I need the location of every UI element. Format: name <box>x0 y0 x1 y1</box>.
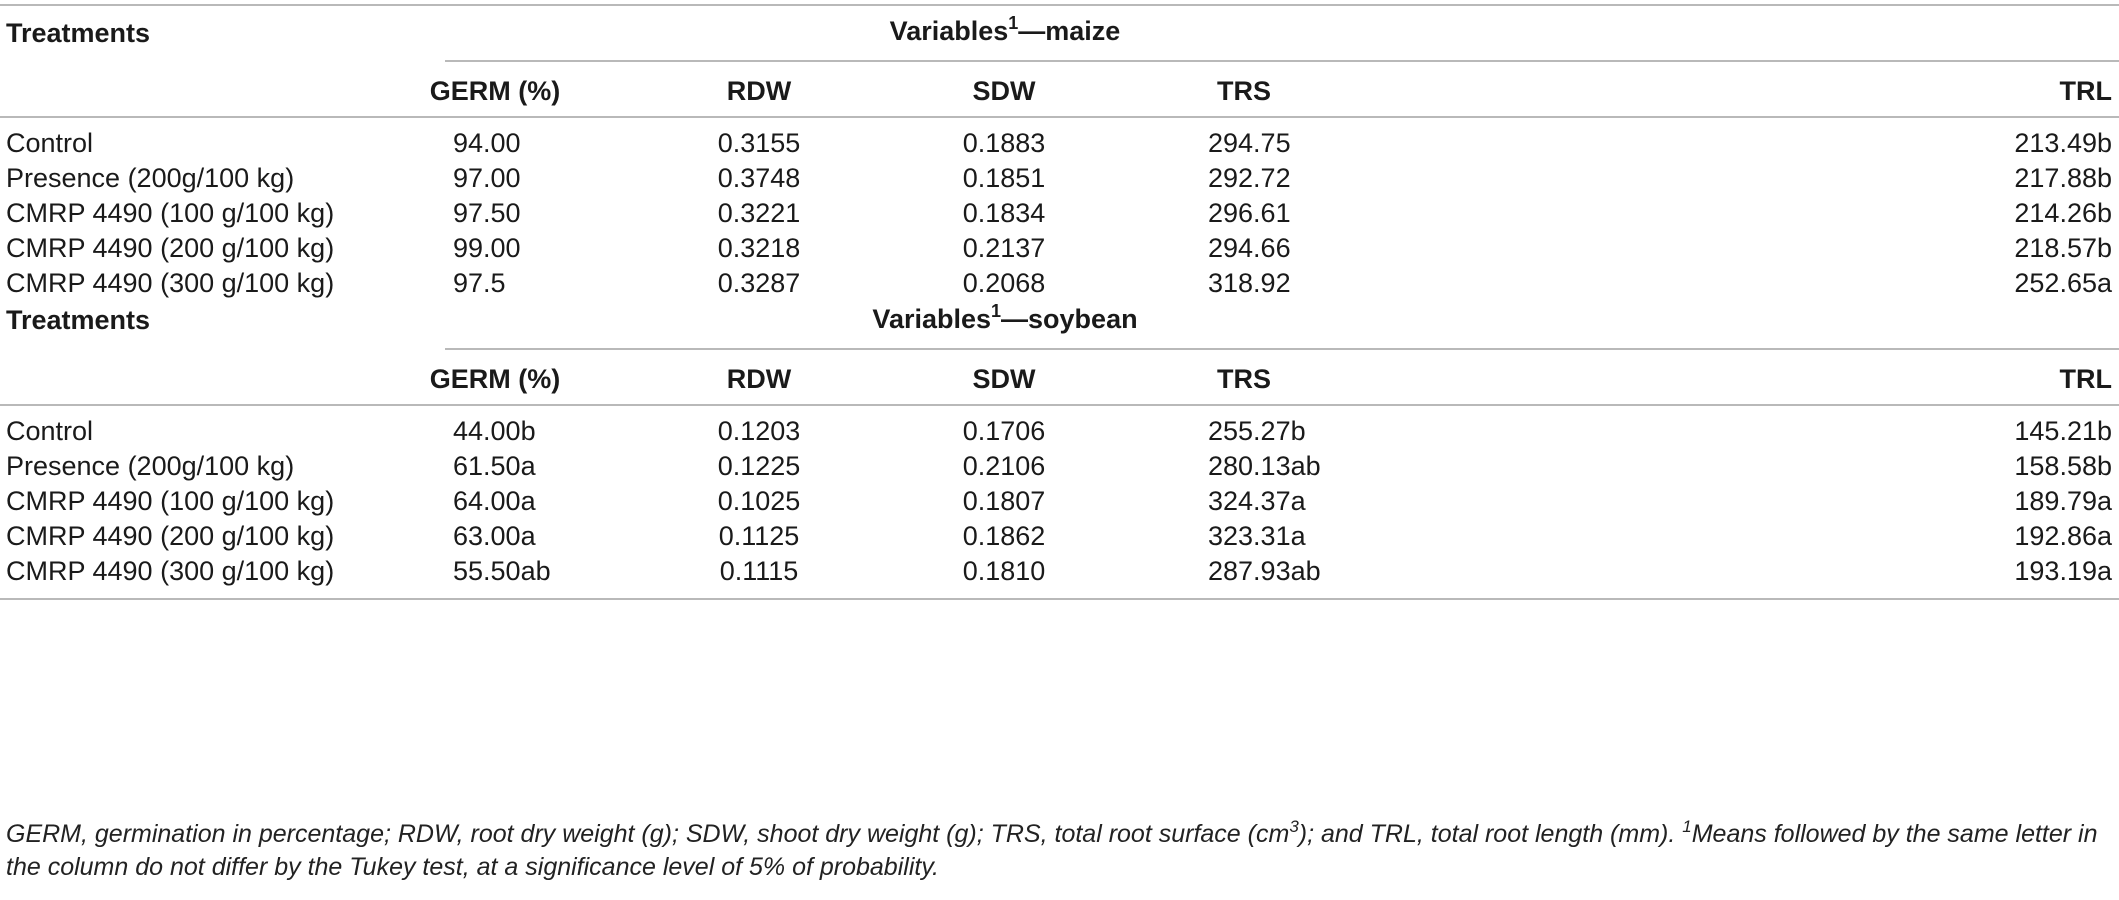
trl-cell: 189.79a <box>2014 486 2112 516</box>
germ-cell: 44.00b <box>453 416 536 446</box>
column-header-rule <box>0 116 2119 118</box>
trs-cell: 296.61 <box>1208 198 1291 228</box>
trs-cell: 294.75 <box>1208 128 1291 158</box>
column-header-sdw: SDW <box>972 76 1036 106</box>
germ-cell: 94.00 <box>453 128 521 158</box>
rdw-cell: 0.1125 <box>718 521 800 551</box>
footnote-abbreviations-end: ); and TRL, total root length (mm). <box>1298 820 1683 848</box>
germ-cell: 97.50 <box>453 198 521 228</box>
variables-span-rule <box>445 348 2119 350</box>
germ-cell: 97.00 <box>453 163 521 193</box>
rdw-cell: 0.1115 <box>719 556 799 586</box>
germ-cell: 99.00 <box>453 233 521 263</box>
treatment-cell: CMRP 4490 (300 g/100 kg) <box>6 556 335 586</box>
treatments-header: Treatments <box>6 305 151 335</box>
germ-cell: 63.00a <box>453 521 536 551</box>
trs-cell: 294.66 <box>1208 233 1291 263</box>
variables-footnote-marker: 1 <box>991 301 1002 321</box>
rdw-cell: 0.3155 <box>717 128 801 158</box>
variables-crop: —soybean <box>1001 304 1138 334</box>
trs-cell: 280.13ab <box>1208 451 1321 481</box>
treatment-cell: CMRP 4490 (100 g/100 kg) <box>6 198 335 228</box>
column-header-rdw: RDW <box>726 76 792 106</box>
trs-cell: 255.27b <box>1208 416 1306 446</box>
table-footnote: GERM, germination in percentage; RDW, ro… <box>6 818 2111 884</box>
column-header-trl: TRL <box>2059 364 2112 394</box>
trl-cell: 193.19a <box>2014 556 2112 586</box>
column-header-trl: TRL <box>2059 76 2112 106</box>
variables-crop: —maize <box>1018 16 1121 46</box>
sdw-cell: 0.1807 <box>962 486 1046 516</box>
treatment-cell: Presence (200g/100 kg) <box>6 163 295 193</box>
treatment-cell: Control <box>6 416 94 446</box>
treatment-cell: CMRP 4490 (100 g/100 kg) <box>6 486 335 516</box>
table-bottom-rule <box>0 598 2119 600</box>
footnote-superscript-3: 3 <box>1289 817 1299 836</box>
treatment-cell: CMRP 4490 (300 g/100 kg) <box>6 268 335 298</box>
trs-cell: 323.31a <box>1208 521 1306 551</box>
column-header-trs: TRS <box>1217 364 1271 394</box>
column-header-sdw: SDW <box>972 364 1036 394</box>
sdw-cell: 0.1834 <box>962 198 1046 228</box>
variables-span-rule <box>445 60 2119 62</box>
trl-cell: 252.65a <box>2014 268 2112 298</box>
trl-cell: 158.58b <box>2014 451 2112 481</box>
treatment-cell: Control <box>6 128 94 158</box>
table-top-rule <box>0 4 2119 6</box>
column-header-germ: GERM (%) <box>429 76 561 106</box>
rdw-cell: 0.3287 <box>717 268 801 298</box>
variables-header: Variables1—soybean <box>872 302 1137 336</box>
footnote-tukey-note: Means followed by the same letter in the… <box>6 820 2098 881</box>
sdw-cell: 0.1810 <box>962 556 1046 586</box>
trl-cell: 214.26b <box>2014 198 2112 228</box>
rdw-cell: 0.1025 <box>717 486 801 516</box>
variables-footnote-marker: 1 <box>1008 13 1019 33</box>
rdw-cell: 0.3221 <box>717 198 801 228</box>
sdw-cell: 0.2068 <box>962 268 1046 298</box>
trl-cell: 192.86a <box>2014 521 2112 551</box>
sdw-cell: 0.1851 <box>962 163 1046 193</box>
sdw-cell: 0.1706 <box>962 416 1046 446</box>
trs-cell: 318.92 <box>1208 268 1291 298</box>
trl-cell: 218.57b <box>2014 233 2112 263</box>
trs-cell: 292.72 <box>1208 163 1291 193</box>
treatments-header: Treatments <box>6 18 151 48</box>
variables-label: Variables <box>889 16 1009 46</box>
treatment-cell: CMRP 4490 (200 g/100 kg) <box>6 233 335 263</box>
variables-label: Variables <box>872 304 992 334</box>
rdw-cell: 0.1225 <box>717 451 801 481</box>
column-header-rule <box>0 404 2119 406</box>
treatment-cell: Presence (200g/100 kg) <box>6 451 295 481</box>
trs-cell: 324.37a <box>1208 486 1306 516</box>
rdw-cell: 0.3218 <box>717 233 801 263</box>
treatment-cell: CMRP 4490 (200 g/100 kg) <box>6 521 335 551</box>
rdw-cell: 0.3748 <box>717 163 801 193</box>
column-header-trs: TRS <box>1217 76 1271 106</box>
rdw-cell: 0.1203 <box>717 416 801 446</box>
variables-header: Variables1—maize <box>890 14 1121 48</box>
germ-cell: 61.50a <box>453 451 536 481</box>
germ-cell: 55.50ab <box>453 556 551 586</box>
trl-cell: 145.21b <box>2014 416 2112 446</box>
sdw-cell: 0.2137 <box>962 233 1046 263</box>
footnote-abbreviations: GERM, germination in percentage; RDW, ro… <box>6 820 1290 848</box>
germ-cell: 64.00a <box>453 486 536 516</box>
germ-cell: 97.5 <box>453 268 506 298</box>
column-header-germ: GERM (%) <box>429 364 561 394</box>
column-header-rdw: RDW <box>726 364 792 394</box>
trl-cell: 217.88b <box>2014 163 2112 193</box>
sdw-cell: 0.1883 <box>962 128 1046 158</box>
sdw-cell: 0.1862 <box>962 521 1046 551</box>
footnote-marker-1: 1 <box>1682 817 1692 836</box>
sdw-cell: 0.2106 <box>962 451 1046 481</box>
trs-cell: 287.93ab <box>1208 556 1321 586</box>
trl-cell: 213.49b <box>2014 128 2112 158</box>
